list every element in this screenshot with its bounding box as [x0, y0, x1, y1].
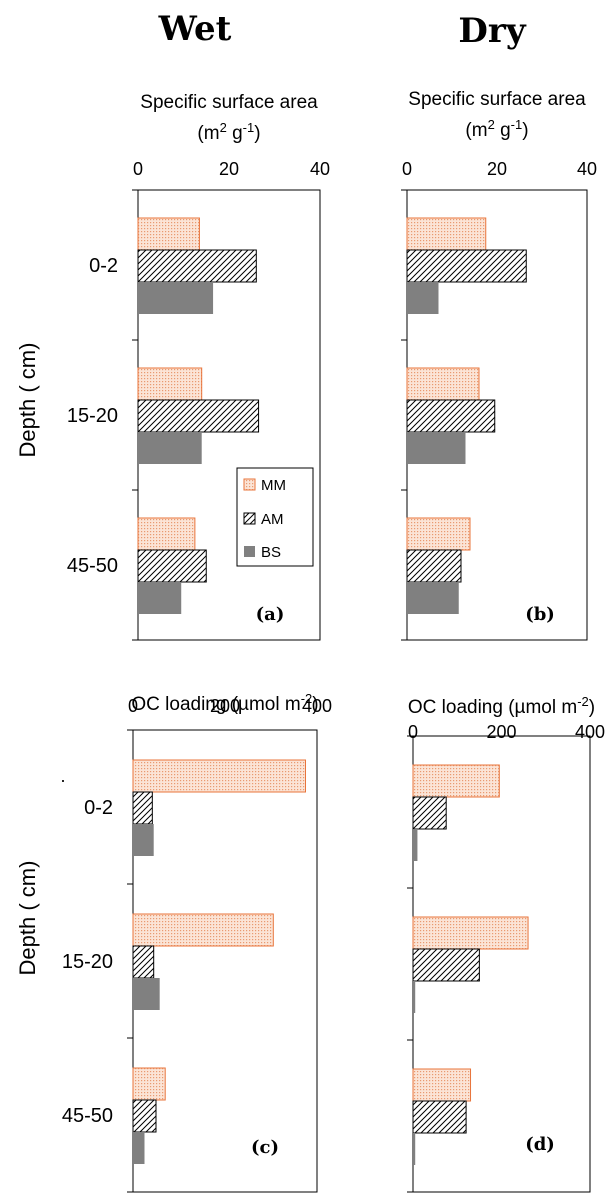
bar-a-bs-2: [138, 582, 182, 614]
bar-d-bs-1: [413, 981, 416, 1013]
axis-title-d: OC loading (µmol m-2): [408, 694, 595, 718]
axis-title-b: Specific surface area: [408, 89, 586, 110]
bar-c-bs-2: [133, 1132, 145, 1164]
bar-d-bs-2: [413, 1133, 416, 1165]
category-label-a-0: 0-2: [89, 255, 118, 277]
x-tick-label-c-0: 0: [128, 696, 138, 716]
stray-mark: ·: [60, 770, 66, 790]
bar-b-bs-1: [407, 432, 466, 464]
bar-a-am-1: [137, 399, 260, 433]
bar-a-am-2: [137, 549, 207, 583]
bar-a-bs-1: [138, 432, 202, 464]
bar-b-am-0: [406, 249, 527, 283]
category-label-c-2: 45-50: [62, 1105, 113, 1127]
bar-d-mm-2: [412, 1068, 472, 1102]
legend-label-bs: BS: [261, 544, 281, 561]
panel-label-d: (d): [525, 1134, 555, 1155]
legend-label-mm: MM: [261, 477, 286, 494]
bar-c-am-1: [132, 945, 155, 979]
bar-c-mm-2: [132, 1067, 166, 1101]
x-tick-label-a-2: 40: [310, 159, 330, 179]
bar-b-bs-0: [407, 282, 439, 314]
x-tick-label-b-1: 20: [487, 159, 507, 179]
x-tick-label-c-2: 400: [302, 696, 332, 716]
bar-a-am-0: [137, 249, 257, 283]
bar-d-mm-0: [412, 764, 500, 798]
x-tick-label-a-1: 20: [219, 159, 239, 179]
x-tick-label-b-0: 0: [402, 159, 412, 179]
bar-b-bs-2: [407, 582, 459, 614]
legend-label-am: AM: [261, 511, 284, 528]
y-axis-label-bottom: Depth ( cm): [15, 861, 40, 976]
bar-b-am-2: [406, 549, 462, 583]
panel-b: 0 20 40 Specific surface area (m2 g-1) (b): [401, 89, 597, 641]
x-tick-label-b-2: 40: [577, 159, 597, 179]
header-wet: Wet: [158, 9, 232, 49]
bar-d-bs-0: [413, 829, 418, 861]
axis-title-a: Specific surface area: [140, 92, 318, 113]
x-tick-label-d-1: 200: [486, 722, 516, 742]
panel-label-a: (a): [256, 604, 285, 625]
bar-c-am-0: [132, 791, 153, 825]
category-label-a-2: 45-50: [67, 555, 118, 577]
header-dry: Dry: [458, 11, 526, 51]
y-axis-label-top: Depth ( cm): [15, 343, 40, 458]
plot-frame-c: [132, 729, 318, 1193]
bar-d-am-2: [412, 1100, 467, 1134]
bar-c-bs-1: [133, 978, 160, 1010]
bar-b-mm-2: [406, 517, 471, 551]
bar-a-mm-0: [137, 217, 200, 251]
bar-a-mm-2: [137, 517, 196, 551]
bar-d-mm-1: [412, 916, 529, 950]
legend-swatch-am: [243, 512, 256, 525]
legend-swatch-bs: [244, 546, 255, 557]
category-label-c-0: 0-2: [84, 797, 113, 819]
x-tick-label-d-0: 0: [408, 722, 418, 742]
bar-b-mm-1: [406, 367, 480, 401]
panel-label-b: (b): [525, 604, 555, 625]
x-tick-label-a-0: 0: [133, 159, 143, 179]
bar-b-am-1: [406, 399, 496, 433]
panel-d: 0 200 400 OC loading (µmol m-2) (d): [407, 694, 605, 1193]
bar-c-mm-1: [132, 913, 274, 947]
bar-c-am-2: [132, 1099, 157, 1133]
bar-a-bs-0: [138, 282, 214, 314]
bar-d-am-0: [412, 796, 447, 830]
panel-a: 0 20 40 Specific surface area (m2 g-1) 0-2 15-…: [67, 92, 330, 641]
category-label-c-1: 15-20: [62, 951, 113, 973]
axis-title-c: OC loading (µmol m-2): [131, 691, 318, 715]
bar-b-mm-0: [406, 217, 487, 251]
bar-a-mm-1: [137, 367, 203, 401]
category-label-a-1: 15-20: [67, 405, 118, 427]
x-tick-label-c-1: 200: [210, 696, 240, 716]
axis-unit-b: (m2 g-1): [465, 117, 528, 141]
legend: MM AM BS: [236, 467, 314, 567]
x-tick-label-d-2: 400: [575, 722, 605, 742]
legend-swatch-mm: [243, 478, 256, 491]
panel-label-c: (c): [251, 1137, 279, 1158]
bar-c-mm-0: [132, 759, 306, 793]
bar-d-am-1: [412, 948, 480, 982]
axis-unit-a: (m2 g-1): [197, 120, 260, 144]
bar-c-bs-0: [133, 824, 154, 856]
